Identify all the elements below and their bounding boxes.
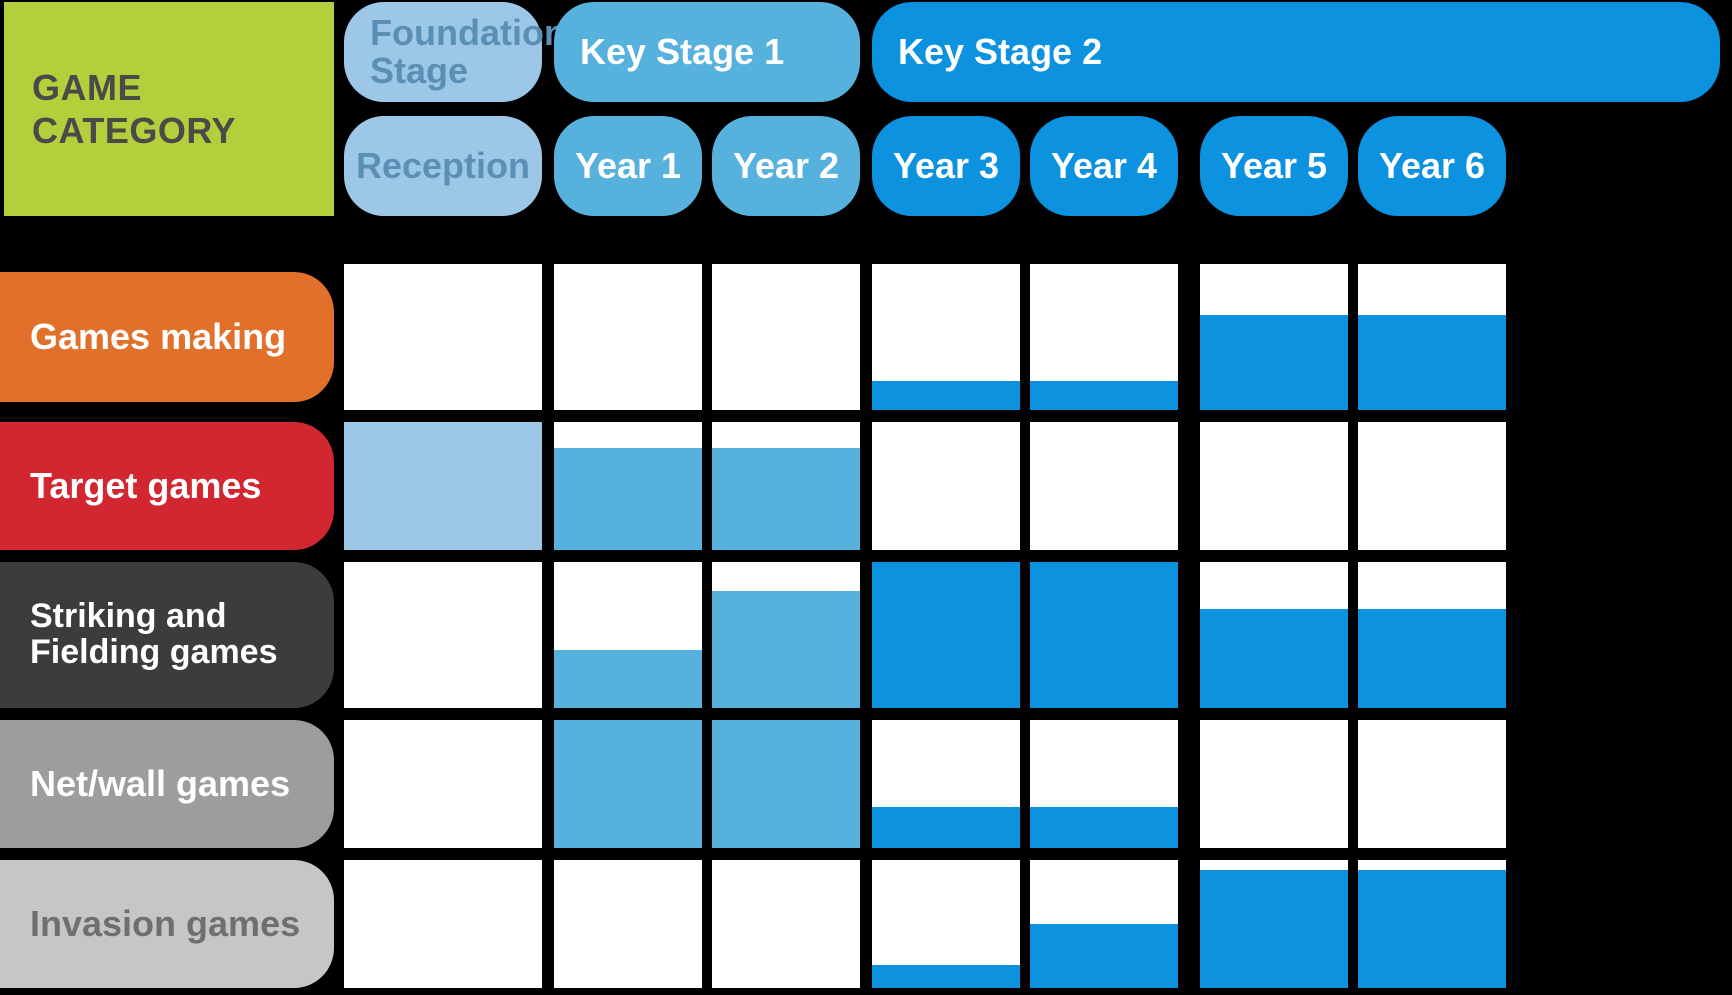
stage-pill-ks1: Key Stage 1 <box>554 2 860 102</box>
cell-fill-games-making-year4 <box>1030 381 1178 410</box>
category-label: Net/wall games <box>30 765 290 803</box>
year-label: Year 6 <box>1379 147 1485 185</box>
category-label: Games making <box>30 318 286 356</box>
cell-fill-games-making-year5 <box>1200 315 1348 410</box>
cell-fill-games-making-year3 <box>872 381 1020 410</box>
cell-fill-netwall-year4 <box>1030 807 1178 848</box>
cell-bg <box>344 264 542 410</box>
cell-bg <box>872 422 1020 550</box>
cell-bg <box>712 860 860 988</box>
cell-bg <box>712 264 860 410</box>
cell-bg <box>1030 422 1178 550</box>
category-label: Striking and Fielding games <box>30 599 278 670</box>
cell-bg <box>1358 720 1506 848</box>
year-pill-year3: Year 3 <box>872 116 1020 216</box>
cell-fill-striking-year6 <box>1358 609 1506 708</box>
category-pill-invasion: Invasion games <box>0 860 334 988</box>
corner-label-text: GAME CATEGORY <box>32 66 236 152</box>
cell-fill-striking-year5 <box>1200 609 1348 708</box>
cell-bg <box>344 860 542 988</box>
category-label: Invasion games <box>30 905 300 943</box>
year-label: Year 5 <box>1221 147 1327 185</box>
stage-label: Key Stage 1 <box>580 33 784 71</box>
cell-fill-target-year1 <box>554 448 702 550</box>
cell-bg <box>554 860 702 988</box>
cell-fill-striking-year2 <box>712 591 860 708</box>
stage-pill-ks2: Key Stage 2 <box>872 2 1720 102</box>
year-label: Reception <box>356 147 530 185</box>
cell-fill-target-reception <box>344 422 542 550</box>
cell-fill-invasion-year6 <box>1358 870 1506 988</box>
cell-fill-netwall-year1 <box>554 720 702 848</box>
year-pill-reception: Reception <box>344 116 542 216</box>
cell-bg <box>554 264 702 410</box>
category-pill-target: Target games <box>0 422 334 550</box>
category-label: Target games <box>30 467 261 505</box>
cell-fill-invasion-year5 <box>1200 870 1348 988</box>
year-label: Year 3 <box>893 147 999 185</box>
year-label: Year 1 <box>575 147 681 185</box>
cell-bg <box>344 562 542 708</box>
year-pill-year1: Year 1 <box>554 116 702 216</box>
cell-fill-invasion-year3 <box>872 965 1020 988</box>
cell-fill-games-making-year6 <box>1358 315 1506 410</box>
cell-fill-target-year2 <box>712 448 860 550</box>
cell-fill-netwall-year3 <box>872 807 1020 848</box>
curriculum-grid: GAME CATEGORY Foundation Stage Key Stage … <box>0 0 1732 995</box>
category-pill-netwall: Net/wall games <box>0 720 334 848</box>
stage-label: Foundation Stage <box>370 14 566 90</box>
cell-fill-netwall-year2 <box>712 720 860 848</box>
year-pill-year6: Year 6 <box>1358 116 1506 216</box>
year-label: Year 2 <box>733 147 839 185</box>
cell-fill-striking-year3 <box>872 562 1020 708</box>
corner-label-box: GAME CATEGORY <box>4 2 334 216</box>
year-label: Year 4 <box>1051 147 1157 185</box>
year-pill-year5: Year 5 <box>1200 116 1348 216</box>
cell-bg <box>344 720 542 848</box>
cell-bg <box>1200 720 1348 848</box>
year-pill-year4: Year 4 <box>1030 116 1178 216</box>
cell-fill-striking-year1 <box>554 650 702 708</box>
stage-label: Key Stage 2 <box>898 33 1102 71</box>
cell-bg <box>1358 422 1506 550</box>
category-pill-games-making: Games making <box>0 272 334 402</box>
cell-fill-striking-year4 <box>1030 562 1178 708</box>
cell-fill-invasion-year4 <box>1030 924 1178 988</box>
stage-pill-foundation: Foundation Stage <box>344 2 542 102</box>
year-pill-year2: Year 2 <box>712 116 860 216</box>
cell-bg <box>1200 422 1348 550</box>
category-pill-striking: Striking and Fielding games <box>0 562 334 708</box>
